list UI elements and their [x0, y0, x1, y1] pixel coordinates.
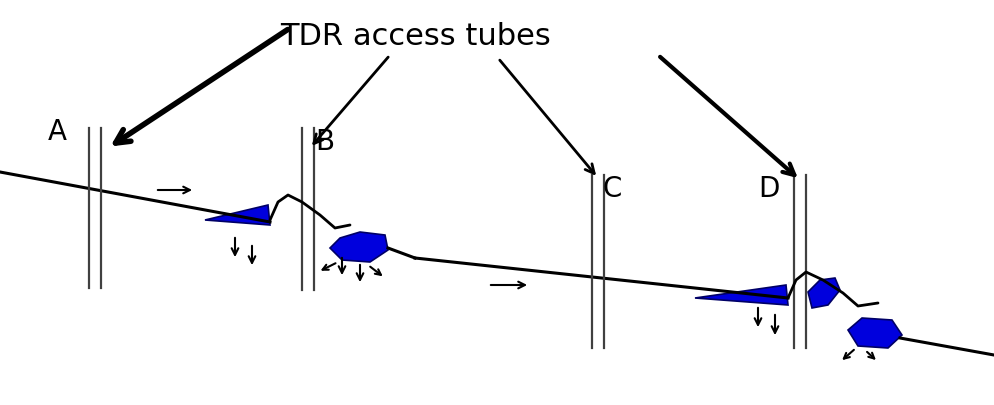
- Text: D: D: [758, 175, 779, 203]
- Polygon shape: [205, 205, 270, 225]
- Text: A: A: [48, 118, 67, 146]
- Text: C: C: [603, 175, 622, 203]
- Text: B: B: [315, 128, 334, 156]
- Polygon shape: [848, 318, 902, 348]
- Polygon shape: [808, 278, 840, 308]
- Text: TDR access tubes: TDR access tubes: [279, 22, 551, 51]
- Polygon shape: [330, 232, 388, 262]
- Polygon shape: [695, 285, 788, 305]
